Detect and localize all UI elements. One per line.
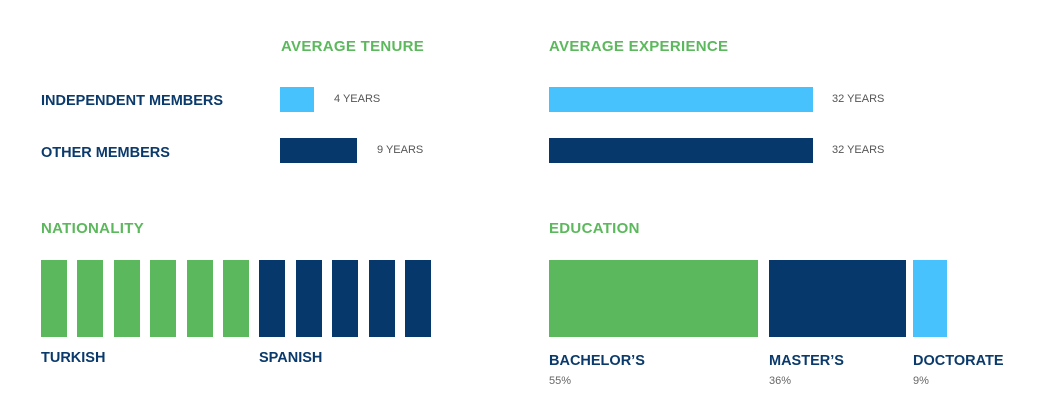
- education-label-doctorate: DOCTORATE: [913, 353, 1004, 369]
- other-members-label: OTHER MEMBERS: [41, 145, 170, 161]
- nationality-block-turkish-6: [223, 260, 249, 337]
- education-pct-masters: 36%: [769, 375, 792, 387]
- average-experience-heading: AVERAGE EXPERIENCE: [549, 38, 729, 55]
- education-segment-1: [549, 260, 758, 337]
- nationality-block-spanish-2: [295, 260, 322, 337]
- education-segment-3: [913, 260, 947, 337]
- experience-bar-other: [549, 138, 813, 163]
- education-label-bachelors: BACHELOR’S: [549, 353, 645, 369]
- experience-bar-independent: [549, 87, 813, 112]
- nationality-heading: NATIONALITY: [41, 220, 145, 237]
- education-pct-bachelors: 55%: [549, 375, 572, 387]
- education-segment-2: [769, 260, 906, 337]
- tenure-value-other: 9 YEARS: [377, 144, 424, 156]
- tenure-bar-independent: [280, 87, 314, 112]
- nationality-label-spanish: SPANISH: [259, 350, 323, 366]
- education-heading: EDUCATION: [549, 220, 640, 237]
- nationality-block-turkish-5: [186, 260, 213, 337]
- nationality-block-turkish-3: [113, 260, 140, 337]
- experience-value-other: 32 YEARS: [832, 144, 885, 156]
- education-pct-doctorate: 9%: [913, 375, 929, 387]
- nationality-block-spanish-5: [405, 260, 431, 337]
- tenure-value-independent: 4 YEARS: [334, 93, 381, 105]
- nationality-block-turkish-4: [150, 260, 177, 337]
- experience-value-independent: 32 YEARS: [832, 93, 885, 105]
- nationality-block-spanish-3: [332, 260, 359, 337]
- nationality-block-turkish-2: [77, 260, 104, 337]
- nationality-block-turkish-1: [41, 260, 67, 337]
- tenure-bar-other: [280, 138, 357, 163]
- nationality-block-spanish-4: [368, 260, 395, 337]
- independent-members-label: INDEPENDENT MEMBERS: [41, 93, 224, 109]
- education-label-masters: MASTER’S: [769, 353, 844, 369]
- average-tenure-heading: AVERAGE TENURE: [281, 38, 425, 55]
- nationality-block-spanish-1: [259, 260, 286, 337]
- nationality-label-turkish: TURKISH: [41, 350, 106, 366]
